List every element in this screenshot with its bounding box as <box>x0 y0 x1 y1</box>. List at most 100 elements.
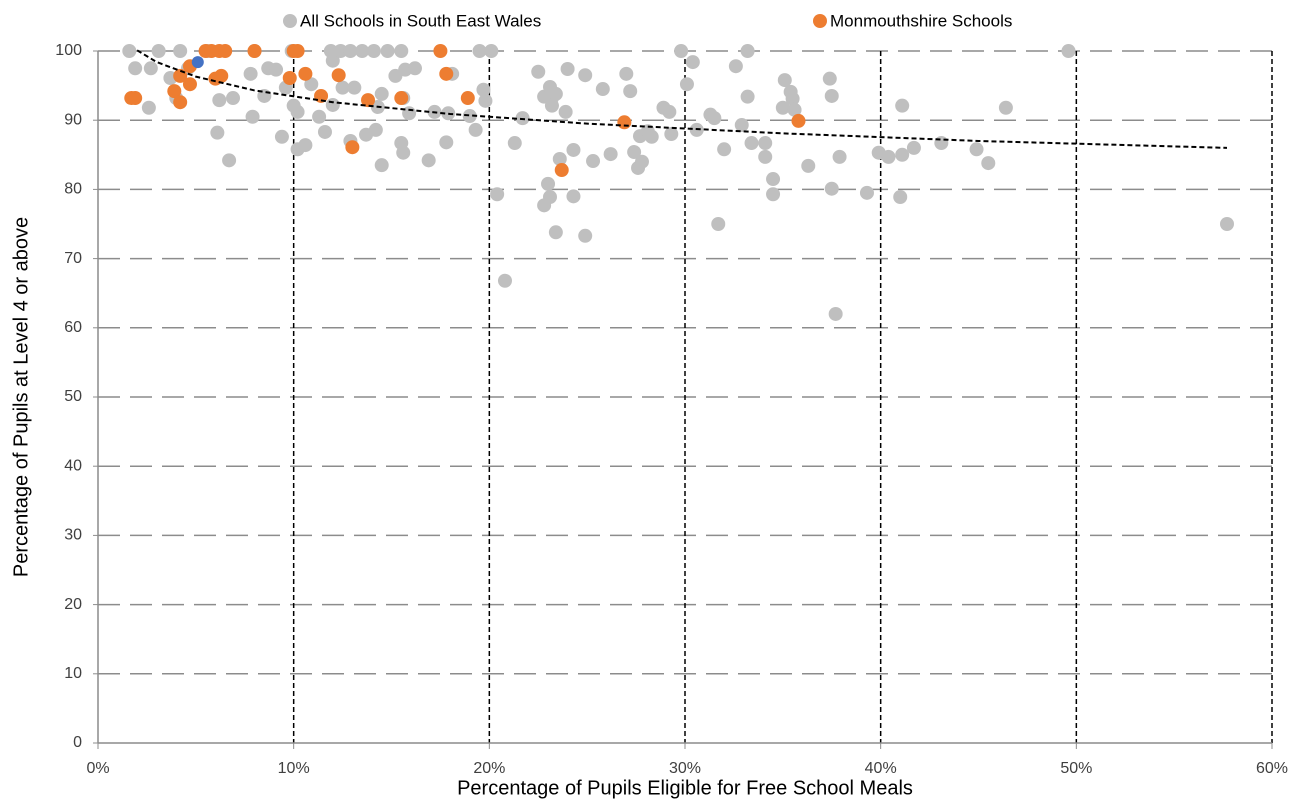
point <box>740 44 755 58</box>
point <box>214 68 229 83</box>
point <box>685 55 700 70</box>
point <box>824 88 839 103</box>
point <box>298 66 313 81</box>
y-tick-label: 80 <box>64 181 82 198</box>
point <box>775 100 790 115</box>
point <box>566 142 581 157</box>
point <box>707 111 722 126</box>
point <box>290 104 305 119</box>
x-tick-label: 30% <box>669 760 701 777</box>
point <box>476 82 491 97</box>
point <box>151 44 166 58</box>
y-axis-title: Percentage of Pupils at Level 4 or above <box>10 217 32 577</box>
point <box>801 158 816 173</box>
point <box>361 93 376 108</box>
point <box>617 115 632 130</box>
point <box>777 73 792 88</box>
point <box>934 136 949 151</box>
point <box>548 86 563 101</box>
point <box>345 140 360 155</box>
point <box>218 44 233 58</box>
x-tick-label: 60% <box>1256 760 1288 777</box>
point <box>859 185 874 200</box>
point <box>541 176 556 191</box>
point <box>317 124 332 139</box>
point <box>143 61 158 76</box>
point <box>490 187 505 202</box>
point <box>623 84 638 99</box>
point <box>531 64 546 79</box>
y-tick-label: 0 <box>73 734 82 751</box>
point <box>785 91 800 106</box>
x-axis-title: Percentage of Pupils Eligible for Free S… <box>457 777 913 799</box>
legend-marker <box>813 14 827 28</box>
point <box>664 127 679 142</box>
point <box>439 135 454 150</box>
y-tick-label: 90 <box>64 111 82 128</box>
point <box>335 80 350 95</box>
point <box>627 145 642 160</box>
point <box>128 61 143 76</box>
point <box>182 77 197 92</box>
point <box>1219 217 1234 231</box>
point <box>634 154 649 169</box>
highlight-point <box>191 56 204 69</box>
point <box>586 154 601 169</box>
point <box>728 59 743 74</box>
point <box>380 44 395 58</box>
legend-marker <box>283 14 297 28</box>
point <box>396 145 411 160</box>
point <box>1061 44 1076 58</box>
point <box>734 118 749 133</box>
point <box>468 122 483 137</box>
point <box>578 68 593 83</box>
point <box>304 77 319 92</box>
point <box>478 93 493 108</box>
point <box>619 66 634 81</box>
point <box>243 66 258 81</box>
point <box>325 53 340 68</box>
point <box>343 44 358 58</box>
point <box>128 91 143 106</box>
y-tick-label: 60 <box>64 319 82 336</box>
point <box>558 104 573 119</box>
point <box>544 98 559 113</box>
point <box>542 190 557 205</box>
point <box>881 149 896 164</box>
point <box>497 273 512 288</box>
point <box>548 225 563 240</box>
point <box>828 306 843 321</box>
point <box>822 71 837 86</box>
point <box>394 44 409 58</box>
point <box>981 156 996 171</box>
point <box>969 142 984 157</box>
point <box>312 109 327 124</box>
point <box>711 217 726 231</box>
point <box>603 147 618 162</box>
point <box>824 181 839 196</box>
point <box>662 104 677 119</box>
point <box>744 136 759 151</box>
point <box>998 100 1013 115</box>
point <box>210 125 225 140</box>
point <box>766 172 781 187</box>
point <box>282 70 297 85</box>
point <box>717 142 732 157</box>
y-tick-label: 10 <box>64 665 82 682</box>
y-tick-label: 100 <box>55 42 82 59</box>
point <box>274 129 289 144</box>
point <box>167 84 182 99</box>
point <box>560 61 575 76</box>
point <box>472 44 487 58</box>
point <box>298 138 313 153</box>
point <box>331 68 346 83</box>
point <box>374 86 389 101</box>
point <box>566 189 581 204</box>
point <box>758 149 773 164</box>
point <box>578 228 593 243</box>
point <box>460 91 475 106</box>
point <box>791 113 806 128</box>
point <box>355 44 370 58</box>
legend-label: All Schools in South East Wales <box>300 11 541 30</box>
x-tick-label: 50% <box>1060 760 1092 777</box>
